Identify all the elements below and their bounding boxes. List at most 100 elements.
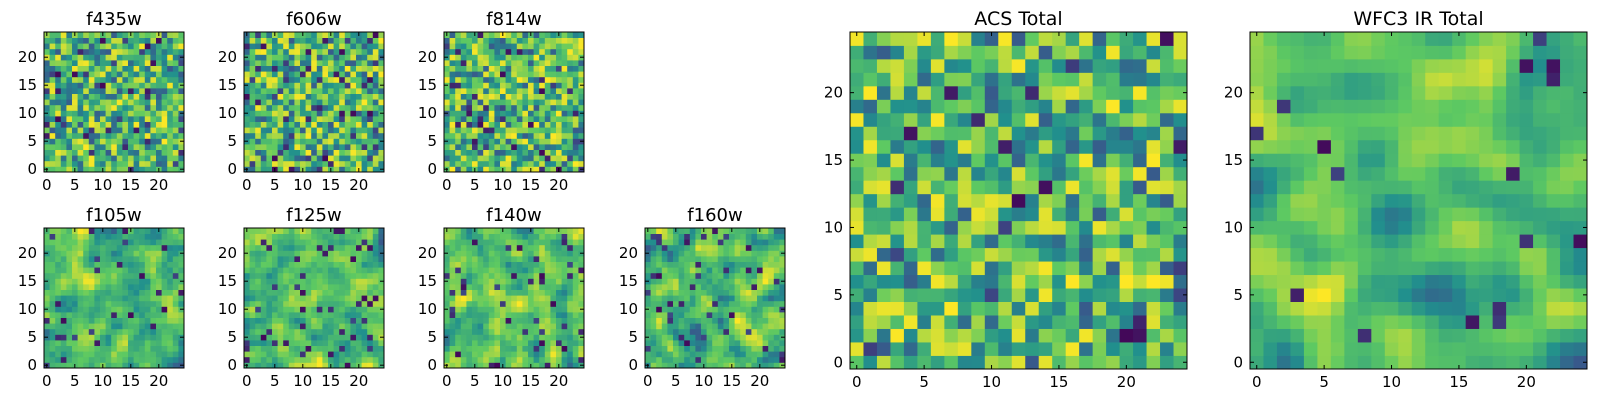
heatmap-cell (283, 60, 290, 66)
heatmap-cell (876, 328, 891, 343)
heatmap-cell (1065, 288, 1080, 302)
heatmap-cell (322, 121, 329, 128)
heatmap-cell (533, 65, 540, 72)
heatmap-cell (344, 32, 351, 38)
heatmap-cell (344, 88, 351, 94)
heatmap-cell (695, 272, 702, 279)
heatmap-cell (903, 234, 918, 249)
heatmap-cell (344, 138, 351, 145)
heatmap-cell (139, 300, 146, 307)
heatmap-cell (344, 244, 351, 251)
heatmap-cell (328, 104, 334, 111)
heatmap-cell (539, 144, 546, 150)
heatmap-cell (578, 99, 585, 106)
heatmap-cell (311, 127, 318, 134)
heatmap-cell (1038, 301, 1053, 316)
heatmap-cell (344, 300, 351, 307)
heatmap-cell (249, 261, 256, 268)
heatmap-cell (661, 328, 668, 335)
heatmap-cell (477, 323, 484, 330)
heatmap-cell (288, 351, 295, 358)
heatmap-cell (44, 144, 50, 150)
heatmap-cell (156, 306, 162, 313)
heatmap-cell (712, 239, 719, 246)
heatmap-cell (105, 328, 112, 335)
heatmap-cell (372, 334, 379, 341)
heatmap-cell (500, 60, 506, 66)
heatmap-cell (539, 239, 546, 246)
heatmap-cell (144, 65, 151, 72)
x-tick-label: 5 (470, 372, 480, 390)
heatmap-cell (44, 160, 50, 167)
heatmap-cell (260, 149, 267, 156)
heatmap-cell (156, 328, 162, 335)
heatmap-cell (100, 284, 106, 290)
heatmap-cell (544, 155, 551, 162)
heatmap-cell (378, 144, 385, 150)
heatmap-cell (178, 93, 185, 100)
heatmap-cell (272, 121, 278, 128)
heatmap-cell (1025, 234, 1040, 249)
heatmap-cell (161, 323, 168, 330)
heatmap-cell (316, 65, 323, 72)
heatmap-cell (272, 244, 278, 251)
heatmap-cell (957, 180, 972, 195)
heatmap-cell (1011, 207, 1026, 222)
heatmap-cell (678, 300, 685, 307)
heatmap-cell (890, 261, 905, 276)
heatmap-cell (572, 289, 579, 296)
heatmap-cell (105, 93, 112, 100)
heatmap-cell (505, 60, 512, 66)
heatmap-cell (768, 306, 775, 313)
heatmap-cell (294, 160, 301, 167)
heatmap-cell (88, 340, 95, 346)
heatmap-cell (311, 340, 318, 346)
heatmap-cell (1052, 342, 1067, 356)
heatmap-cell (161, 104, 168, 111)
heatmap-cell (578, 71, 585, 78)
heatmap-cell (678, 295, 685, 302)
heatmap-cell (66, 144, 73, 150)
heatmap-cell (128, 256, 134, 262)
heatmap-cell (695, 289, 702, 296)
heatmap-cell (283, 228, 290, 234)
heatmap-cell (260, 272, 267, 279)
heatmap-cell (60, 250, 67, 257)
heatmap-cell (244, 43, 250, 50)
heatmap-cell (260, 160, 267, 167)
heatmap-cell (444, 65, 450, 72)
heatmap-cell (745, 244, 752, 251)
heatmap-cell (55, 88, 62, 94)
heatmap-cell (689, 289, 696, 296)
heatmap-cell (1133, 247, 1147, 262)
heatmap-cell (494, 121, 501, 128)
heatmap-cell (762, 267, 769, 274)
heatmap-cell (712, 317, 719, 324)
heatmap-cell (94, 43, 101, 50)
heatmap-cell (60, 239, 67, 246)
heatmap-cell (567, 244, 574, 251)
heatmap-cell (673, 356, 679, 363)
heatmap-cell (378, 284, 385, 290)
heatmap-cell (172, 300, 179, 307)
heatmap-cell (1133, 261, 1147, 276)
heatmap-cell (44, 233, 50, 240)
heatmap-cell (361, 250, 368, 257)
heatmap-cell (333, 82, 340, 89)
heatmap-cell (305, 71, 312, 78)
heatmap-cell (466, 116, 473, 122)
heatmap-cell (255, 99, 262, 106)
heatmap-cell (150, 138, 157, 145)
heatmap-cell (528, 132, 534, 139)
heatmap-cell (661, 345, 668, 352)
heatmap-cell (578, 256, 585, 262)
heatmap-cell (449, 32, 456, 38)
heatmap-cell (167, 160, 174, 167)
heatmap-cell (539, 76, 546, 83)
heatmap-cell (283, 110, 290, 117)
heatmap-cell (105, 88, 112, 94)
heatmap-cell (455, 65, 462, 72)
heatmap-cell (88, 328, 95, 335)
heatmap-cell (1038, 166, 1053, 181)
heatmap-cell (757, 244, 763, 251)
